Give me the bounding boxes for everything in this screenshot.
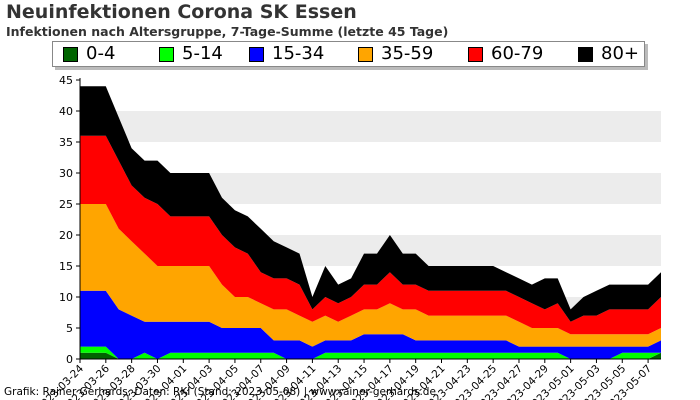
legend: 0-4 5-14 15-34 35-59 60-79 80+ bbox=[52, 41, 645, 67]
area-series bbox=[80, 86, 661, 359]
y-tick-label: 15 bbox=[59, 260, 73, 273]
series-area-35-59 bbox=[80, 204, 661, 347]
series-area-60-79 bbox=[80, 135, 661, 335]
legend-swatch-35-59 bbox=[358, 47, 373, 62]
legend-swatch-0-4 bbox=[63, 47, 78, 62]
legend-label-5-14: 5-14 bbox=[182, 43, 223, 64]
chart-subtitle: Infektionen nach Altersgruppe, 7-Tage-Su… bbox=[6, 24, 449, 39]
y-tick-label: 0 bbox=[66, 353, 73, 366]
y-tick-label: 45 bbox=[59, 74, 73, 87]
y-tick-label: 40 bbox=[59, 105, 73, 118]
series-area-15-34 bbox=[80, 290, 661, 359]
legend-swatch-5-14 bbox=[159, 47, 174, 62]
legend-label-60-79: 60-79 bbox=[491, 43, 544, 64]
y-tick-label: 5 bbox=[66, 322, 73, 335]
legend-label-15-34: 15-34 bbox=[272, 43, 325, 64]
chart-title: Neuinfektionen Corona SK Essen bbox=[6, 1, 357, 23]
credit-text: Grafik: Rainer Gerhards, Daten: RKI (Sta… bbox=[4, 386, 436, 398]
grid-band bbox=[80, 111, 661, 142]
y-tick-label: 20 bbox=[59, 229, 73, 242]
legend-label-80-plus: 80+ bbox=[601, 43, 639, 64]
legend-label-35-59: 35-59 bbox=[381, 43, 434, 64]
grid-band bbox=[80, 80, 661, 111]
legend-label-0-4: 0-4 bbox=[86, 43, 116, 64]
grid-band bbox=[80, 142, 661, 173]
y-tick-label: 30 bbox=[59, 167, 73, 180]
legend-swatch-80-plus bbox=[578, 47, 593, 62]
y-tick-label: 35 bbox=[59, 136, 73, 149]
legend-swatch-60-79 bbox=[468, 47, 483, 62]
y-tick-label: 10 bbox=[59, 291, 73, 304]
y-tick-label: 25 bbox=[59, 198, 73, 211]
legend-swatch-15-34 bbox=[249, 47, 264, 62]
series-area-80-plus bbox=[80, 86, 661, 322]
